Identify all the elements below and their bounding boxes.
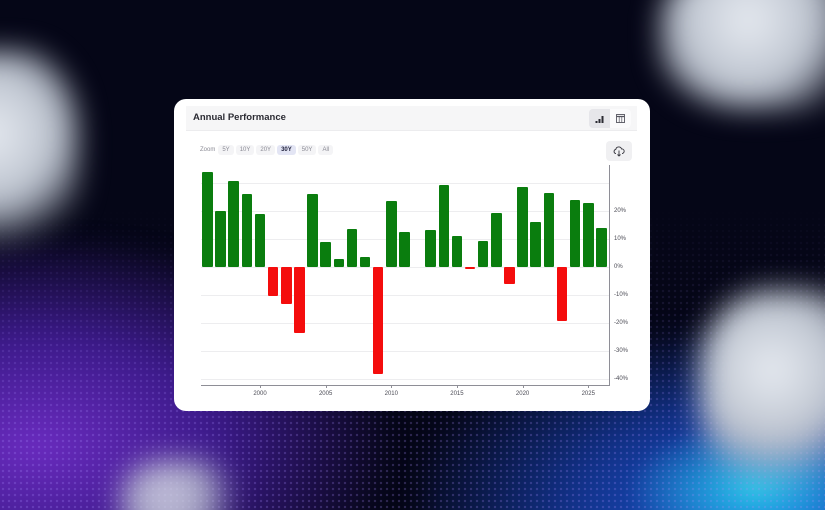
bar-2001[interactable] bbox=[267, 267, 279, 296]
zoom-label: Zoom bbox=[200, 147, 216, 153]
y-axis-label: -20% bbox=[614, 320, 629, 326]
bar-2022[interactable] bbox=[543, 192, 555, 267]
zoom-50y-button[interactable]: 50Y bbox=[297, 145, 317, 155]
y-axis-label: 0% bbox=[614, 264, 623, 270]
bar-2025[interactable] bbox=[583, 202, 594, 267]
zoom-all-button[interactable]: All bbox=[318, 145, 334, 155]
card-title: Annual Performance bbox=[193, 112, 286, 123]
x-axis-tick bbox=[325, 385, 327, 388]
gridline bbox=[201, 267, 609, 268]
zoom-10y-button[interactable]: 10Y bbox=[235, 145, 255, 155]
x-axis-label: 2000 bbox=[253, 391, 267, 397]
x-axis-label: 2015 bbox=[450, 391, 464, 397]
gridline bbox=[201, 295, 609, 296]
bar-2024[interactable] bbox=[569, 199, 581, 267]
background-blob bbox=[660, 0, 825, 110]
zoom-range-selector: Zoom 5Y 10Y 20Y 30Y 50Y All bbox=[200, 145, 335, 155]
bar-2002[interactable] bbox=[281, 267, 292, 305]
bar-2008[interactable] bbox=[359, 257, 371, 267]
bar-2016[interactable] bbox=[464, 267, 476, 269]
download-button[interactable] bbox=[606, 141, 632, 161]
x-axis-label: 2010 bbox=[384, 391, 398, 397]
y-axis-label: -30% bbox=[614, 348, 629, 354]
gridline bbox=[201, 351, 609, 352]
y-axis-label: -40% bbox=[614, 376, 629, 382]
bar-2020[interactable] bbox=[517, 186, 528, 267]
bar-1999[interactable] bbox=[241, 193, 253, 267]
bar-chart-icon bbox=[595, 115, 604, 123]
bar-2026[interactable] bbox=[596, 227, 607, 267]
bar-2019[interactable] bbox=[504, 267, 515, 285]
gridline bbox=[201, 211, 609, 212]
bar-2017[interactable] bbox=[477, 240, 489, 267]
bar-2006[interactable] bbox=[333, 259, 345, 267]
bar-2009[interactable] bbox=[372, 267, 384, 375]
zoom-20y-button[interactable]: 20Y bbox=[256, 145, 276, 155]
bar-2005[interactable] bbox=[320, 242, 331, 267]
bar-2003[interactable] bbox=[294, 267, 305, 333]
gridline bbox=[201, 379, 609, 380]
bar-2018[interactable] bbox=[491, 213, 502, 267]
y-axis-label: 10% bbox=[614, 236, 627, 242]
annual-performance-card: Annual Performance Zoom 5Y 10Y bbox=[174, 99, 650, 411]
y-axis-label: -10% bbox=[614, 292, 629, 298]
gridline bbox=[201, 183, 609, 184]
background-blob bbox=[120, 460, 240, 510]
bar-2011[interactable] bbox=[399, 232, 410, 267]
bar-2010[interactable] bbox=[386, 201, 397, 267]
x-axis-tick bbox=[260, 385, 261, 388]
table-view-button[interactable] bbox=[610, 109, 631, 128]
x-axis-tick bbox=[391, 385, 393, 388]
y-axis-label: 20% bbox=[614, 208, 627, 214]
bar-2021[interactable] bbox=[530, 221, 541, 267]
table-icon bbox=[616, 114, 625, 123]
bar-2023[interactable] bbox=[556, 267, 568, 322]
x-axis-line bbox=[201, 385, 610, 386]
x-axis-label: 2005 bbox=[318, 391, 333, 397]
bar-1997[interactable] bbox=[215, 211, 226, 267]
x-axis-label: 2020 bbox=[515, 391, 530, 397]
x-axis-tick bbox=[522, 385, 524, 388]
bar-2000[interactable] bbox=[254, 213, 266, 267]
background-blob bbox=[0, 50, 80, 260]
bar-1996[interactable] bbox=[202, 172, 213, 267]
bar-2004[interactable] bbox=[307, 194, 318, 267]
x-axis-tick bbox=[456, 385, 458, 388]
x-axis-tick bbox=[588, 385, 590, 388]
background-blob bbox=[700, 290, 825, 490]
bar-1998[interactable] bbox=[228, 180, 239, 267]
zoom-5y-button[interactable]: 5Y bbox=[218, 145, 234, 155]
zoom-30y-button[interactable]: 30Y bbox=[277, 145, 296, 155]
cloud-download-icon bbox=[613, 146, 625, 157]
bar-2013[interactable] bbox=[425, 230, 436, 267]
annual-performance-bar-chart: 20% 10% 0% -10% -20% -30% -40% 2000 2005 2010 2015… bbox=[174, 99, 650, 411]
bar-2015[interactable] bbox=[451, 235, 463, 267]
y-axis-line bbox=[609, 165, 610, 385]
gridline bbox=[201, 323, 609, 324]
bar-2007[interactable] bbox=[346, 229, 358, 267]
bar-2014[interactable] bbox=[438, 184, 450, 267]
chart-view-button[interactable] bbox=[589, 109, 610, 128]
card-header: Annual Performance bbox=[186, 106, 637, 131]
view-toggle bbox=[589, 109, 631, 128]
x-axis-label: 2025 bbox=[581, 391, 595, 397]
